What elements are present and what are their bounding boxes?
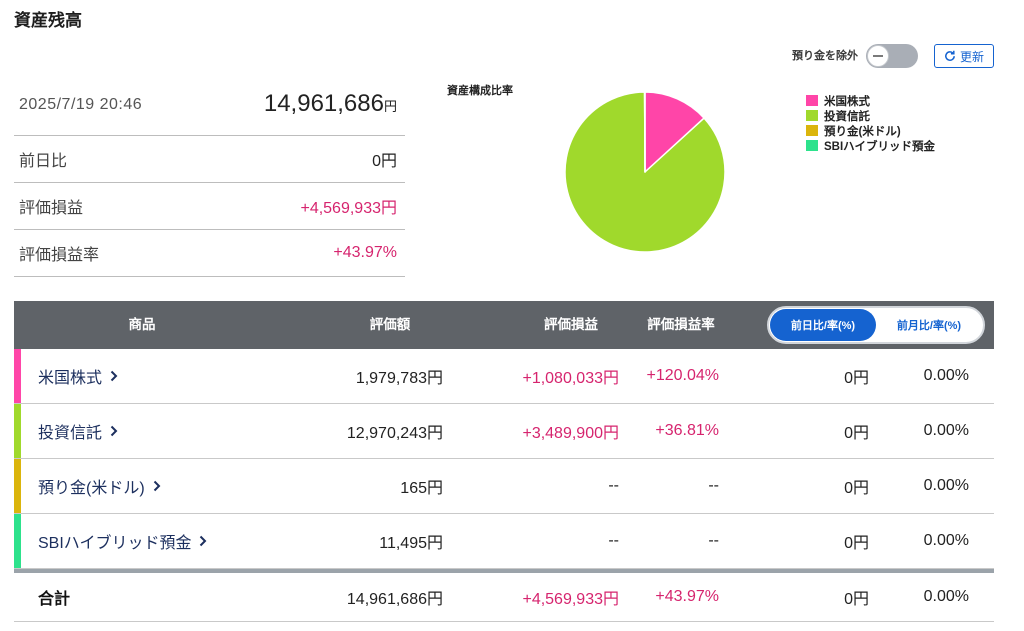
unrealized-gain: -- — [608, 532, 619, 549]
refresh-button[interactable]: 更新 — [934, 44, 994, 68]
header-gain: 評価損益 — [544, 317, 598, 332]
period-change-rate: 0.00% — [923, 532, 969, 549]
summary-row-unrealized-gain: 評価損益 +4,569,933円 — [14, 183, 405, 230]
total-assets-value: 14,961,686 — [263, 90, 384, 117]
category-color-bar — [14, 349, 21, 403]
summary-row-unrealized-gain-rate: 評価損益率 +43.97% — [14, 230, 405, 277]
total-assets-unit: 円 — [383, 99, 397, 114]
total-row: 合計 14,961,686円 +4,569,933円 +43.97% 0円 0.… — [14, 573, 994, 622]
legend-item: 投資信託 — [806, 108, 935, 123]
legend-swatch — [806, 110, 818, 121]
product-name: 米国株式 — [38, 370, 103, 387]
unrealized-gain-rate: -- — [708, 532, 719, 549]
valuation-amount: 1,979,783円 — [355, 370, 443, 387]
legend-label: SBIハイブリッド預金 — [824, 140, 935, 153]
summary-label: 前日比 — [19, 153, 68, 170]
legend-label: 米国株式 — [824, 95, 870, 108]
period-change: 0円 — [844, 370, 869, 387]
product-name: SBIハイブリッド預金 — [38, 535, 192, 552]
category-color-bar — [14, 459, 21, 513]
table-row: 米国株式 1,979,783円 +1,080,033円 +120.04% 0円 … — [14, 349, 994, 404]
legend-label: 預り金(米ドル) — [824, 125, 901, 138]
legend-swatch — [806, 95, 818, 106]
valuation-amount: 12,970,243円 — [346, 425, 443, 442]
allocation-pie-chart — [564, 91, 726, 253]
table-row: SBIハイブリッド預金 11,495円 -- -- 0円 0.00% — [14, 514, 994, 569]
summary-label: 評価損益 — [19, 200, 84, 217]
legend-swatch — [806, 125, 818, 136]
legend-item: 米国株式 — [806, 93, 935, 108]
toggle-knob — [867, 45, 889, 67]
chevron-right-icon — [110, 425, 118, 437]
total-separator — [14, 569, 994, 573]
legend-item: 預り金(米ドル) — [806, 123, 935, 138]
summary-label: 評価損益率 — [19, 247, 100, 264]
period-change-rate: 0.00% — [923, 477, 969, 494]
header-valuation: 評価額 — [369, 317, 411, 332]
unrealized-gain-rate: +36.81% — [655, 422, 719, 439]
holdings-table: 商品 評価額 評価損益 評価損益率 前日比/率(%) 前月比/率(%) 米国株式… — [14, 301, 994, 622]
period-change: 0円 — [844, 480, 869, 497]
summary-row-day-change: 前日比 0円 — [14, 136, 405, 183]
summary-list: 前日比 0円 評価損益 +4,569,933円 評価損益率 +43.97% — [14, 136, 405, 277]
period-change-rate: 0.00% — [923, 367, 969, 384]
total-period-change-rate: 0.00% — [923, 588, 969, 605]
refresh-label: 更新 — [959, 49, 984, 64]
summary-value: 0円 — [372, 153, 397, 170]
valuation-amount: 11,495円 — [379, 535, 443, 552]
summary-value: +43.97% — [333, 244, 397, 261]
tab-month-change[interactable]: 前月比/率(%) — [896, 320, 962, 332]
product-link[interactable]: 米国株式 — [38, 349, 118, 403]
header-gain-rate: 評価損益率 — [647, 317, 715, 332]
unrealized-gain: +3,489,900円 — [522, 425, 619, 442]
chevron-right-icon — [199, 535, 207, 547]
chart-title: 資産構成比率 — [447, 85, 513, 97]
product-link[interactable]: SBIハイブリッド預金 — [38, 514, 207, 568]
legend-swatch — [806, 140, 818, 151]
category-color-bar — [14, 404, 21, 458]
total-assets: 14,961,686円 — [200, 88, 397, 123]
exclude-deposit-toggle[interactable] — [866, 44, 918, 68]
refresh-icon — [944, 50, 956, 62]
header-product: 商品 — [128, 317, 156, 332]
total-gain: +4,569,933円 — [522, 591, 619, 608]
as-of-datetime: 2025/7/19 20:46 — [19, 96, 143, 113]
exclude-deposit-label: 預り金を除外 — [792, 50, 858, 62]
unrealized-gain-rate: -- — [708, 477, 719, 494]
summary-value: +4,569,933円 — [300, 200, 397, 217]
period-toggle-group: 前日比/率(%) 前月比/率(%) — [767, 306, 985, 344]
product-link[interactable]: 預り金(米ドル) — [38, 459, 161, 513]
period-change: 0円 — [844, 535, 869, 552]
table-header: 商品 評価額 評価損益 評価損益率 前日比/率(%) 前月比/率(%) — [14, 301, 994, 349]
unrealized-gain: -- — [608, 477, 619, 494]
divider — [14, 135, 405, 136]
page-title: 資産残高 — [14, 11, 82, 30]
unrealized-gain-rate: +120.04% — [646, 367, 719, 384]
total-valuation: 14,961,686円 — [346, 591, 443, 608]
product-link[interactable]: 投資信託 — [38, 404, 118, 458]
tab-day-change[interactable]: 前日比/率(%) — [770, 309, 876, 341]
valuation-amount: 165円 — [400, 480, 443, 497]
chart-legend: 米国株式 投資信託 預り金(米ドル) SBIハイブリッド預金 — [806, 93, 935, 153]
chevron-right-icon — [153, 480, 161, 492]
chevron-right-icon — [110, 370, 118, 382]
total-label: 合計 — [38, 591, 71, 608]
table-row: 投資信託 12,970,243円 +3,489,900円 +36.81% 0円 … — [14, 404, 994, 459]
table-row: 預り金(米ドル) 165円 -- -- 0円 0.00% — [14, 459, 994, 514]
legend-item: SBIハイブリッド預金 — [806, 138, 935, 153]
period-change-rate: 0.00% — [923, 422, 969, 439]
category-color-bar — [14, 514, 21, 568]
product-name: 投資信託 — [38, 425, 103, 442]
total-gain-rate: +43.97% — [655, 588, 719, 605]
product-name: 預り金(米ドル) — [38, 480, 145, 497]
total-period-change: 0円 — [844, 591, 869, 608]
pie-slice-1 — [644, 91, 705, 173]
period-change: 0円 — [844, 425, 869, 442]
unrealized-gain: +1,080,033円 — [522, 370, 619, 387]
legend-label: 投資信託 — [824, 110, 870, 123]
